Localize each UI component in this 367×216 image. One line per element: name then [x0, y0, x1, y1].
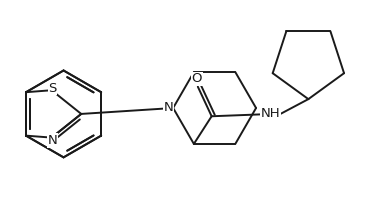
Text: N: N	[163, 100, 173, 114]
Text: S: S	[48, 82, 57, 95]
Text: N: N	[48, 134, 58, 147]
Text: O: O	[192, 72, 202, 85]
Text: NH: NH	[261, 107, 281, 120]
